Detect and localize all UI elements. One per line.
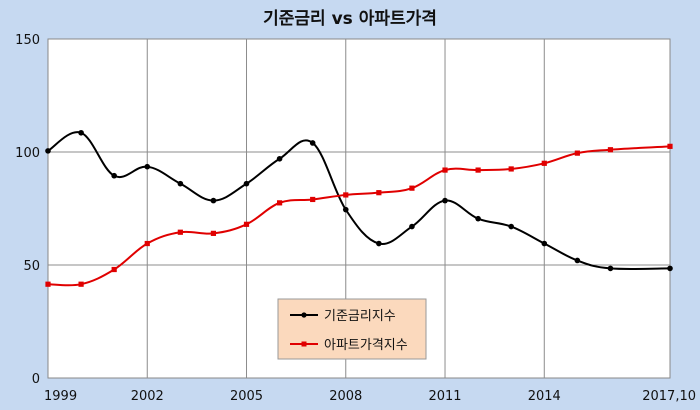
y-tick-label: 50: [23, 259, 40, 274]
data-point-series-1: [111, 172, 117, 179]
data-point-series-1: [475, 215, 481, 222]
data-point-series-2: [310, 196, 316, 203]
data-point-series-2: [475, 167, 481, 173]
axis-tick-labels: 0 50 100 150 1999 2002 2005 2008 2011 2014 2017,10: [15, 33, 696, 404]
data-point-series-1: [243, 180, 250, 187]
y-tick-label: 100: [15, 146, 40, 161]
x-tick-label: 2005: [230, 389, 263, 404]
legend-label-series-2: 아파트가격지수: [324, 338, 408, 353]
data-point-series-1: [376, 240, 382, 247]
x-tick-label: 2014: [528, 389, 561, 404]
data-point-series-1: [210, 197, 217, 204]
data-point-series-2: [144, 240, 150, 247]
legend-marker-series-2: [301, 341, 307, 347]
data-point-series-2: [177, 229, 183, 235]
data-point-series-1: [78, 129, 84, 136]
data-point-series-1: [309, 140, 316, 146]
data-point-series-1: [342, 206, 349, 213]
data-point-series-2: [541, 160, 547, 166]
data-point-series-2: [343, 192, 349, 198]
legend-marker-series-1: [301, 312, 307, 318]
legend: 기준금리지수 아파트가격지수: [277, 298, 427, 360]
data-point-series-2: [376, 190, 382, 196]
x-tick-label: 1999: [44, 389, 77, 404]
legend-label-series-1: 기준금리지수: [324, 309, 396, 324]
data-point-series-1: [144, 163, 151, 170]
data-point-series-1: [667, 265, 673, 272]
legend-box: [277, 298, 427, 360]
data-point-series-1: [442, 197, 448, 204]
data-point-series-2: [210, 230, 217, 236]
x-tick-label: 2011: [428, 389, 461, 404]
series-layer: [45, 129, 673, 287]
x-tick-label: 2008: [329, 389, 362, 404]
data-point-series-1: [276, 155, 283, 162]
data-point-series-1: [508, 223, 514, 230]
data-point-series-2: [442, 167, 448, 173]
data-point-series-1: [574, 257, 581, 264]
y-tick-label: 0: [32, 372, 40, 387]
data-point-series-2: [111, 266, 117, 273]
data-point-series-1: [177, 180, 184, 187]
data-point-series-2: [667, 143, 673, 149]
data-point-series-2: [574, 150, 580, 156]
data-point-series-2: [607, 147, 614, 153]
data-point-series-1: [409, 223, 415, 230]
data-point-series-2: [276, 200, 283, 206]
x-tick-label-last: 2017,10: [642, 389, 696, 404]
data-point-series-1: [607, 265, 614, 272]
data-point-series-1: [45, 148, 51, 154]
y-tick-label: 150: [15, 33, 40, 48]
x-tick-label: 2002: [131, 389, 164, 404]
data-point-series-2: [409, 185, 415, 191]
chart-title: 기준금리 vs 아파트가격: [263, 9, 437, 29]
data-point-series-2: [508, 166, 514, 172]
data-point-series-1: [541, 240, 548, 247]
data-point-series-2: [78, 281, 84, 287]
data-point-series-2: [243, 221, 250, 227]
data-point-series-2: [45, 281, 51, 287]
